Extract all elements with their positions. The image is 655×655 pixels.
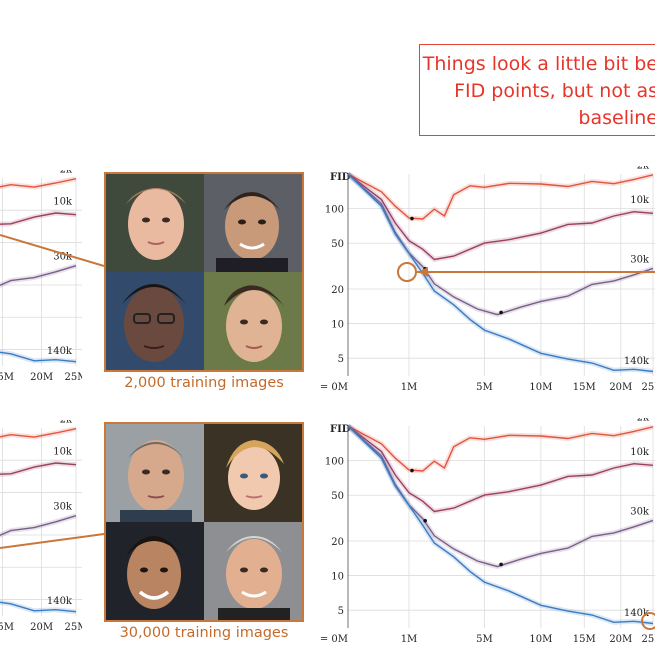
series-label-10k: 10k <box>630 195 650 206</box>
series-line-140k <box>0 601 77 613</box>
x-tick-label: 15M <box>573 382 596 393</box>
y-tick-label: 50 <box>331 239 344 250</box>
series-line-140k <box>347 425 654 625</box>
series-line-2k <box>0 178 77 188</box>
face-image-7 <box>126 536 182 609</box>
face-image-5 <box>120 440 192 522</box>
series-band-30k <box>346 172 654 318</box>
x-tick-label: 1M <box>401 634 418 645</box>
series-line-10k <box>347 173 654 261</box>
series-label-2k: 2k <box>637 418 650 424</box>
callout-box: Things look a little bit be FID points, … <box>419 44 655 136</box>
y-tick-label: 100 <box>325 457 344 468</box>
x-tick-label: t = 0M <box>318 382 348 393</box>
series-line-30k <box>347 425 654 568</box>
series-label-10k: 10k <box>53 197 73 208</box>
callout-line-1: Things look a little bit be <box>422 53 655 75</box>
face-image-2 <box>216 192 288 272</box>
series-line-2k <box>347 173 654 220</box>
series-band-10k <box>0 210 77 227</box>
series-band-2k <box>346 171 654 222</box>
callout-line-2: FID points, but not as <box>454 80 655 102</box>
x-tick-label: 20M <box>30 622 53 633</box>
caption-30k: 30,000 training images <box>119 625 289 641</box>
y-tick-label: 20 <box>331 285 344 296</box>
x-tick-label: 20M <box>609 634 632 645</box>
y-tick-label: 5 <box>338 354 344 365</box>
series-label-10k: 10k <box>53 447 73 458</box>
series-line-2k <box>347 425 654 472</box>
x-tick-label: t = 0M <box>318 634 348 645</box>
series-line-140k <box>347 173 654 373</box>
series-line-10k <box>0 212 77 225</box>
x-tick-label: 25M <box>642 382 655 393</box>
face-image-4 <box>224 285 284 362</box>
x-tick-label: 25M <box>642 634 655 645</box>
x-tick-label: 10M <box>529 382 552 393</box>
series-line-30k <box>0 265 77 287</box>
face-image-3 <box>122 284 186 362</box>
y-axis-label: FID <box>330 424 351 435</box>
face-image-1 <box>126 188 186 260</box>
y-tick-label: 5 <box>338 606 344 617</box>
min-marker-30k <box>499 562 503 567</box>
min-marker-10k <box>423 518 427 523</box>
x-tick-label: 15M <box>0 372 14 383</box>
series-label-140k: 140k <box>624 356 650 367</box>
series-label-30k: 30k <box>630 506 650 517</box>
min-marker-2k <box>410 468 414 473</box>
series-label-30k: 30k <box>53 252 73 263</box>
y-tick-label: 100 <box>325 205 344 216</box>
series-label-30k: 30k <box>630 254 650 265</box>
y-tick-label: 20 <box>331 537 344 548</box>
series-line-30k <box>0 515 77 537</box>
x-tick-label: 15M <box>0 622 14 633</box>
y-tick-label: 50 <box>331 491 344 502</box>
x-tick-label: 20M <box>30 372 53 383</box>
min-marker-30k <box>499 310 503 315</box>
x-tick-label: 10M <box>529 634 552 645</box>
series-band-10k <box>0 460 77 477</box>
x-tick-label: 20M <box>609 382 632 393</box>
left-chart-top-partial: t = 0M1M5M10M15M20M25M2k10k30k140k <box>0 170 82 383</box>
fid-chart-bottom: 5 10 20 50 100 t = 0M 1M 5M 10M 15M 20M 25M FID 2k 10k… <box>318 418 655 645</box>
series-label-140k: 140k <box>624 608 650 619</box>
y-tick-label: 10 <box>331 572 344 583</box>
series-band-30k <box>346 424 654 570</box>
series-label-140k: 140k <box>47 596 73 607</box>
face-image-6 <box>226 440 284 510</box>
caption-2k: 2,000 training images <box>124 375 284 391</box>
x-tick-label: 25M <box>65 372 82 383</box>
face-grid-2k <box>104 172 304 372</box>
x-tick-label: 15M <box>573 634 596 645</box>
x-tick-label: 5M <box>476 634 493 645</box>
series-label-2k: 2k <box>637 166 650 172</box>
y-axis-label: FID <box>330 172 351 183</box>
min-marker-2k <box>410 216 414 221</box>
min-marker-10k <box>423 266 427 271</box>
series-label-2k: 2k <box>60 420 73 425</box>
series-band-2k <box>346 423 654 474</box>
series-label-10k: 10k <box>630 447 650 458</box>
fid-chart-top: 5 10 20 50 100 t = 0M 1M 5M 10M 15M 20M 25M FID 2k 10k… <box>318 166 655 393</box>
series-label-140k: 140k <box>47 346 73 357</box>
series-line-2k <box>0 428 77 438</box>
series-label-2k: 2k <box>60 170 73 175</box>
series-label-30k: 30k <box>53 502 73 513</box>
x-tick-label: 5M <box>476 382 493 393</box>
left-chart-bottom-partial: t = 0M1M5M10M15M20M25M2k10k30k140k <box>0 420 82 633</box>
series-line-30k <box>347 173 654 316</box>
series-line-10k <box>0 462 77 475</box>
x-tick-label: 1M <box>401 382 418 393</box>
series-line-10k <box>347 425 654 513</box>
series-line-140k <box>0 351 77 363</box>
face-grid-30k <box>104 422 304 622</box>
callout-line-3: baseline <box>578 107 655 129</box>
face-image-8 <box>218 536 290 620</box>
x-tick-label: 25M <box>65 622 82 633</box>
y-tick-label: 10 <box>331 320 344 331</box>
